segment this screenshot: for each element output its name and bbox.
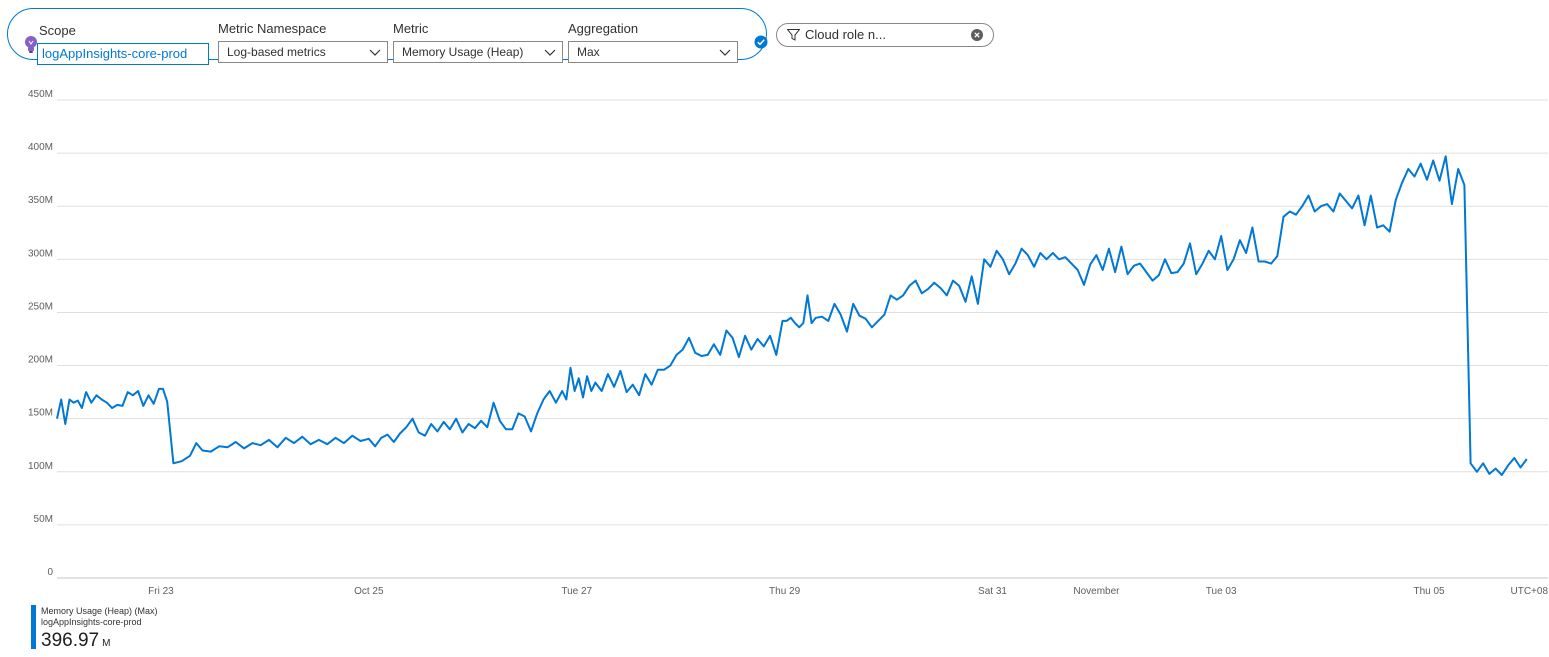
chevron-down-icon <box>544 49 556 56</box>
series-line-memory-usage <box>56 155 1528 476</box>
line-chart: 0 50M 100M 150M 200M 250M 300M 350M 400M 450M Fri… <box>28 89 1548 597</box>
lightbulb-icon <box>25 36 37 53</box>
scope-group: Scope logAppInsights-core-prod <box>37 23 209 65</box>
aggregation-label: Aggregation <box>568 21 639 36</box>
legend-color-swatch <box>31 605 36 649</box>
namespace-dropdown[interactable]: Log-based metrics <box>218 41 388 63</box>
y-tick-label: 250M <box>28 301 53 312</box>
y-tick-label: 50M <box>34 514 53 525</box>
aggregation-dropdown[interactable]: Max <box>568 41 738 63</box>
metric-group: Metric Memory Usage (Heap) <box>393 21 563 63</box>
metric-dropdown[interactable]: Memory Usage (Heap) <box>393 41 563 63</box>
check-circle-icon[interactable] <box>754 35 768 49</box>
x-tick-label: November <box>1073 586 1120 597</box>
y-tick-label: 300M <box>28 248 53 259</box>
metric-value: Memory Usage (Heap) <box>402 45 524 59</box>
namespace-label: Metric Namespace <box>218 21 327 36</box>
x-tick-label: Thu 29 <box>769 586 801 597</box>
y-tick-label: 200M <box>28 355 53 366</box>
y-tick-label: 100M <box>28 461 53 472</box>
aggregation-group: Aggregation Max <box>568 21 738 63</box>
namespace-group: Metric Namespace Log-based metrics <box>218 21 388 63</box>
x-tick-label: Thu 05 <box>1413 586 1445 597</box>
metric-selector-pill: Scope logAppInsights-core-prod Metric Na… <box>7 8 768 65</box>
scope-input[interactable]: logAppInsights-core-prod <box>37 43 209 65</box>
y-tick-label: 150M <box>28 408 53 419</box>
filter-text: Cloud role n... <box>805 27 886 42</box>
y-tick-label: 450M <box>28 89 53 100</box>
legend-value-number: 396.97 <box>41 630 100 651</box>
metric-label: Metric <box>393 21 429 36</box>
x-tick-label: Fri 23 <box>148 586 174 597</box>
y-axis: 0 50M 100M 150M 200M 250M 300M 350M 400M 450M <box>28 89 53 578</box>
x-tick-label: Tue 27 <box>561 586 592 597</box>
legend-series-name: Memory Usage (Heap) (Max) <box>41 606 158 616</box>
aggregation-value: Max <box>577 45 600 59</box>
x-tick-label: Oct 25 <box>354 586 384 597</box>
timezone-label: UTC+08 <box>1510 586 1548 597</box>
x-axis: Fri 23 Oct 25 Tue 27 Thu 29 Sat 31 November Tu… <box>148 586 1548 597</box>
chevron-down-icon <box>369 49 381 56</box>
x-tick-label: Tue 03 <box>1206 586 1237 597</box>
y-tick-label: 400M <box>28 142 53 153</box>
scope-label: Scope <box>39 23 76 38</box>
close-circle-icon[interactable] <box>971 29 983 41</box>
filter-chip[interactable]: Cloud role n... <box>776 23 994 47</box>
funnel-icon <box>787 29 800 41</box>
legend-series-source: logAppInsights-core-prod <box>41 617 142 627</box>
y-tick-label: 0 <box>47 567 53 578</box>
chevron-down-icon <box>719 49 731 56</box>
gridlines <box>57 99 1548 579</box>
legend-summary-value: 396.97 M <box>41 630 110 652</box>
x-tick-label: Sat 31 <box>978 586 1007 597</box>
legend-value-unit: M <box>102 638 111 649</box>
namespace-value: Log-based metrics <box>227 45 326 59</box>
y-tick-label: 350M <box>28 195 53 206</box>
